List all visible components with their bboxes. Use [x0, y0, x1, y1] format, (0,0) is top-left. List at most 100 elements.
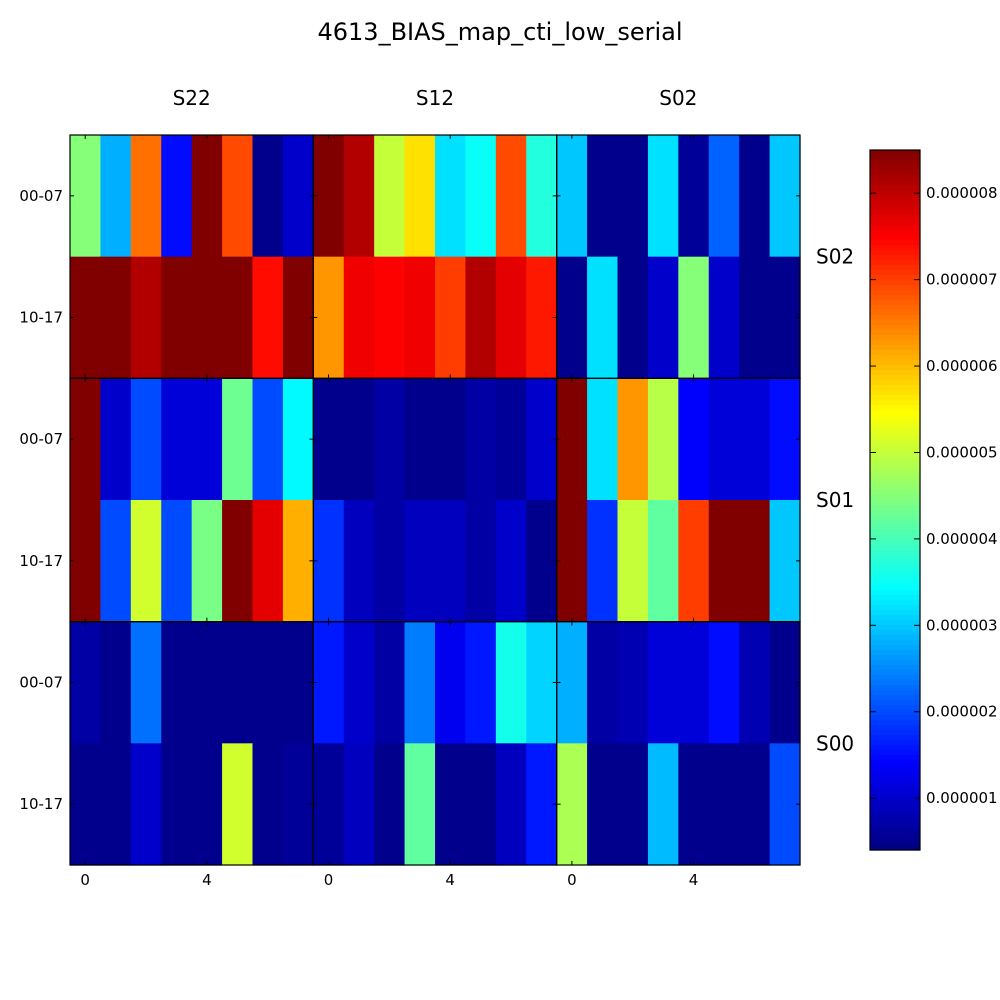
colorbar-tick-label: 0.000006 — [926, 357, 998, 375]
colorbar-segment — [870, 450, 920, 456]
colorbar-segment — [870, 595, 920, 601]
colorbar-segment — [870, 720, 920, 726]
heatmap-cell — [647, 135, 679, 258]
colorbar-segment — [870, 505, 920, 511]
colorbar-segment — [870, 700, 920, 706]
colorbar-segment — [870, 365, 920, 371]
column-group-label: S12 — [416, 86, 454, 110]
colorbar-segment — [870, 465, 920, 471]
heatmap-cell — [769, 378, 801, 501]
colorbar-segment — [870, 590, 920, 596]
heatmap-cell — [282, 743, 314, 866]
colorbar-segment — [870, 380, 920, 386]
colorbar-tick-label: 0.000004 — [926, 530, 998, 548]
colorbar-segment — [870, 245, 920, 251]
heatmap-cell — [130, 378, 162, 501]
colorbar-segment — [870, 485, 920, 491]
heatmap-cell — [252, 743, 284, 866]
column-group-label: S22 — [173, 86, 211, 110]
heatmap-cell — [647, 621, 679, 744]
colorbar-segment — [870, 170, 920, 176]
colorbar-segment — [870, 305, 920, 311]
heatmap-cell — [222, 378, 254, 501]
heatmap-cell — [130, 135, 162, 258]
colorbar-segment — [870, 355, 920, 361]
colorbar-segment — [870, 345, 920, 351]
colorbar-segment — [870, 800, 920, 806]
colorbar-segment — [870, 770, 920, 776]
colorbar-segment — [870, 725, 920, 731]
row-label: 10-17 — [19, 552, 63, 570]
heatmap-cell — [587, 500, 619, 623]
heatmap-cells — [70, 135, 801, 866]
colorbar-segment — [870, 575, 920, 581]
heatmap-cell — [100, 500, 132, 623]
heatmap-cell — [526, 743, 558, 866]
heatmap-cell — [708, 621, 740, 744]
colorbar-segment — [870, 205, 920, 211]
panel-frame — [556, 621, 801, 866]
colorbar-segment — [870, 845, 920, 851]
panel-frames — [69, 134, 801, 866]
colorbar-segment — [870, 825, 920, 831]
colorbar-segment — [870, 200, 920, 206]
colorbar-segment — [870, 180, 920, 186]
colorbar-segment — [870, 425, 920, 431]
heatmap-cell — [374, 378, 406, 501]
colorbar-segment — [870, 285, 920, 291]
heatmap-cell — [161, 135, 193, 258]
heatmap-cell — [191, 135, 223, 258]
colorbar-segment — [870, 295, 920, 301]
colorbar-segment — [870, 710, 920, 716]
colorbar-segment — [870, 175, 920, 181]
colorbar-segment — [870, 340, 920, 346]
colorbar-segment — [870, 605, 920, 611]
colorbar-segment — [870, 215, 920, 221]
colorbar-segment — [870, 335, 920, 341]
colorbar-segment — [870, 220, 920, 226]
heatmap-cell — [130, 743, 162, 866]
heatmap-cell — [404, 378, 436, 501]
colorbar-segment — [870, 745, 920, 751]
heatmap-cell — [222, 621, 254, 744]
heatmap-cell — [526, 256, 558, 379]
heatmap-cell — [282, 621, 314, 744]
colorbar-segment — [870, 530, 920, 536]
colorbar-tick-label: 0.000002 — [926, 703, 998, 721]
colorbar-segment — [870, 695, 920, 701]
colorbar-segment — [870, 195, 920, 201]
heatmap-cell — [161, 621, 193, 744]
heatmap-cell — [435, 256, 467, 379]
colorbar-segment — [870, 300, 920, 306]
heatmap-cell — [70, 378, 102, 501]
colorbar-segment — [870, 275, 920, 281]
heatmap-cell — [708, 743, 740, 866]
heatmap-cell — [130, 500, 162, 623]
heatmap-cell — [739, 621, 771, 744]
colorbar-segment — [870, 655, 920, 661]
heatmap-cell — [374, 621, 406, 744]
colorbar-segment — [870, 415, 920, 421]
heatmap-cell — [282, 378, 314, 501]
row-label: 00-07 — [19, 187, 63, 205]
colorbar-segment — [870, 250, 920, 256]
colorbar-segment — [870, 550, 920, 556]
heatmap-cell — [495, 378, 527, 501]
heatmap-cell — [647, 378, 679, 501]
heatmap-cell — [617, 500, 649, 623]
colorbar-segment — [870, 160, 920, 166]
row-group-label: S01 — [816, 488, 854, 512]
heatmap-cell — [435, 621, 467, 744]
colorbar-segment — [870, 310, 920, 316]
x-tick-label: 4 — [202, 871, 212, 889]
heatmap-cell — [769, 500, 801, 623]
colorbar-segment — [870, 580, 920, 586]
heatmap-cell — [374, 256, 406, 379]
heatmap-cell — [708, 500, 740, 623]
heatmap-cell — [282, 500, 314, 623]
heatmap-cell — [374, 500, 406, 623]
colorbar-frame — [869, 149, 921, 851]
colorbar-segment — [870, 805, 920, 811]
heatmap-cell — [678, 378, 710, 501]
colorbar-segment — [870, 490, 920, 496]
